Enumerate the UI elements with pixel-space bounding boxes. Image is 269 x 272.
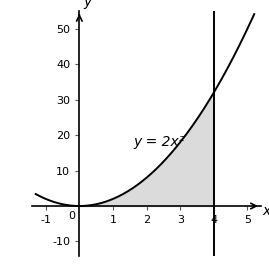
Text: 0: 0 <box>68 211 75 221</box>
Text: y = 2x²: y = 2x² <box>133 135 185 149</box>
Text: x: x <box>263 204 269 218</box>
Text: y: y <box>84 0 92 9</box>
